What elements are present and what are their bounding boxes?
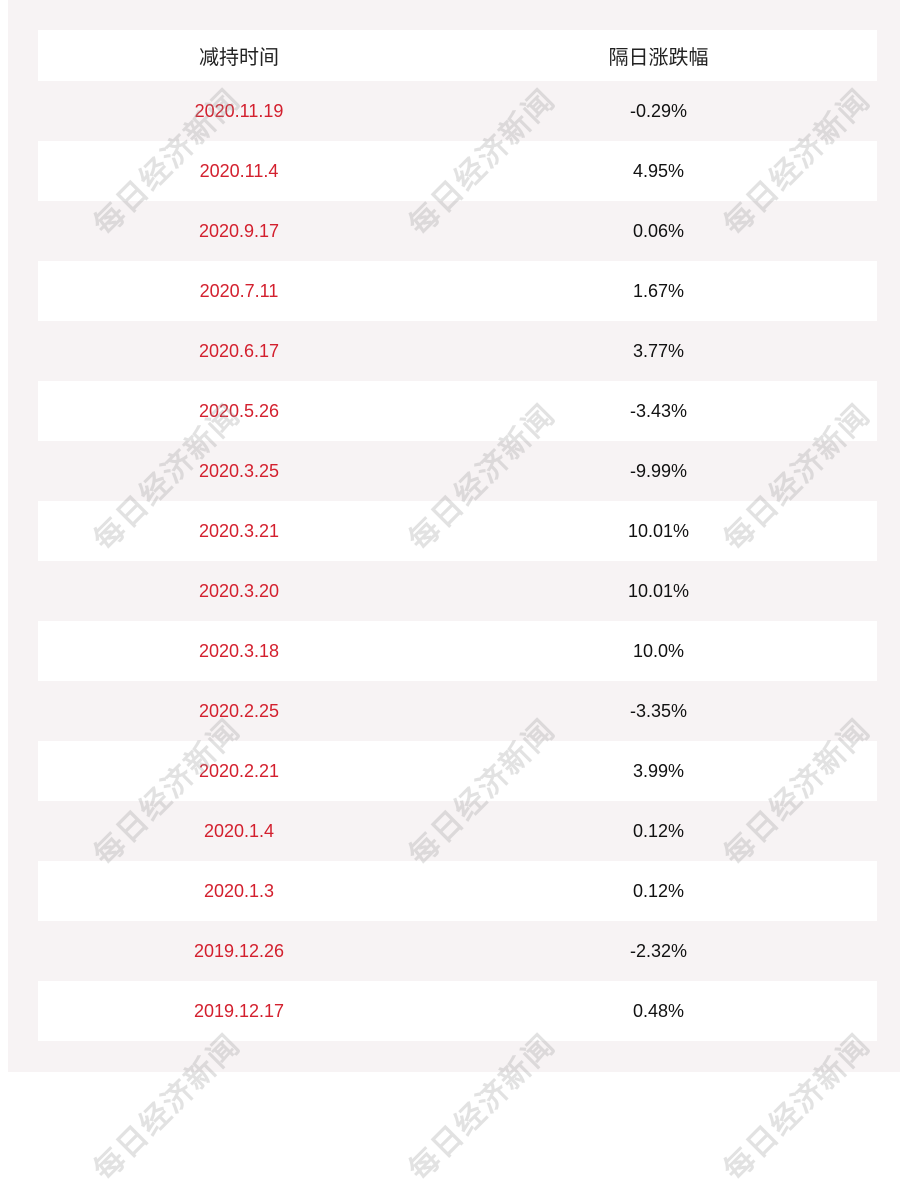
table-row: 2020.5.26 -3.43% [38,381,877,441]
next-day-change: 0.48% [632,1000,685,1021]
next-day-change: 1.67% [632,280,685,301]
reduction-date: 2020.3.20 [198,580,280,601]
table-row: 2020.11.4 4.95% [38,141,877,201]
table-row: 2019.12.17 0.48% [38,981,877,1041]
reduction-date: 2020.7.11 [199,280,279,301]
reduction-date: 2020.2.25 [198,700,280,721]
table-row: 2020.1.3 0.12% [38,861,877,921]
table-row: 2020.11.19 -0.29% [38,81,877,141]
next-day-change: 0.06% [632,220,685,241]
reduction-date: 2020.9.17 [198,220,280,241]
table-row: 2020.3.20 10.01% [38,561,877,621]
table-row: 2020.2.25 -3.35% [38,681,877,741]
header-next-day-change: 隔日涨跌幅 [608,47,709,69]
table-header: 减持时间 隔日涨跌幅 [38,30,877,81]
table-row: 2020.3.21 10.01% [38,501,877,561]
next-day-change: 10.01% [627,580,690,601]
table-row: 2020.3.18 10.0% [38,621,877,681]
reduction-date: 2019.12.26 [193,940,285,961]
next-day-change: -9.99% [629,460,688,481]
reduction-date: 2020.11.19 [194,100,284,121]
table-row: 2020.2.21 3.99% [38,741,877,801]
next-day-change: 0.12% [632,880,685,901]
reduction-date: 2020.1.4 [203,820,275,841]
reduction-date: 2020.11.4 [199,160,279,181]
next-day-change: 4.95% [632,160,685,181]
next-day-change: 3.77% [632,340,685,361]
next-day-change: -0.29% [629,100,688,121]
reduction-date: 2020.3.25 [198,460,280,481]
reduction-date: 2020.3.21 [198,520,280,541]
next-day-change: 10.01% [627,520,690,541]
next-day-change: -3.35% [629,700,688,721]
table-row: 2020.7.11 1.67% [38,261,877,321]
header-reduction-date: 减持时间 [199,47,279,69]
next-day-change: 0.12% [632,820,685,841]
table-row: 2020.9.17 0.06% [38,201,877,261]
next-day-change: -2.32% [629,940,688,961]
table-row: 2020.1.4 0.12% [38,801,877,861]
reduction-date: 2020.6.17 [198,340,280,361]
reduction-date: 2019.12.17 [193,1000,285,1021]
reduction-table: 减持时间 隔日涨跌幅 2020.11.19 -0.29% 2020.11.4 4.95… [38,30,877,1041]
next-day-change: 10.0% [632,640,685,661]
next-day-change: -3.43% [629,400,688,421]
table-row: 2020.6.17 3.77% [38,321,877,381]
reduction-date: 2020.2.21 [198,760,280,781]
reduction-date: 2020.3.18 [198,640,280,661]
table-row: 2019.12.26 -2.32% [38,921,877,981]
next-day-change: 3.99% [632,760,685,781]
reduction-date: 2020.5.26 [198,400,280,421]
reduction-date: 2020.1.3 [203,880,275,901]
table-row: 2020.3.25 -9.99% [38,441,877,501]
